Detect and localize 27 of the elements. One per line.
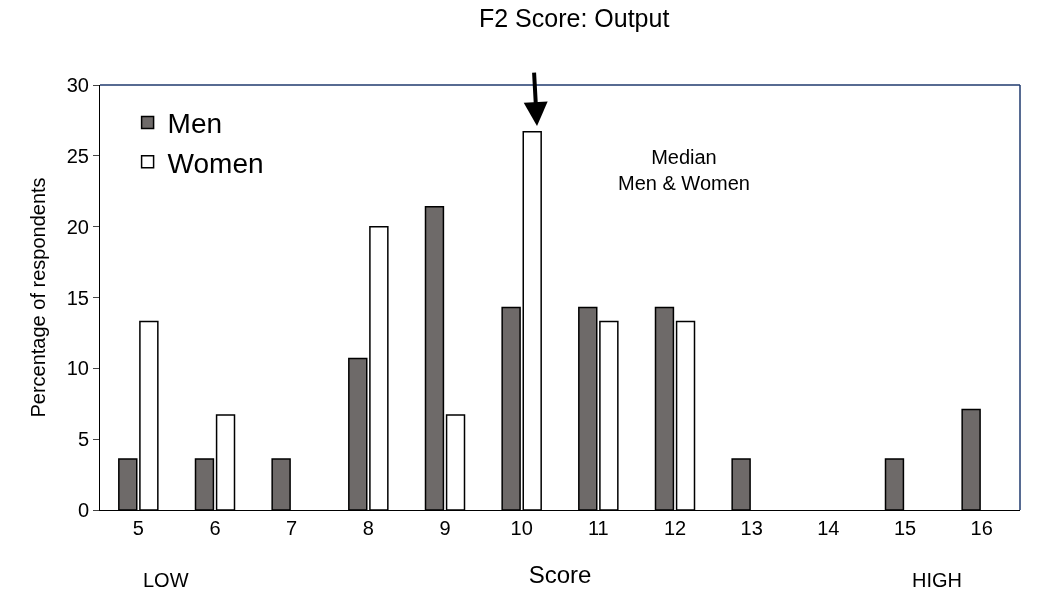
x-tick-label: 10 [510, 517, 533, 539]
x-tick-label: 6 [209, 517, 221, 539]
x-axis-title: Score [528, 561, 592, 589]
x-tick-label: 13 [740, 517, 763, 539]
y-tick-label: 30 [66, 74, 89, 96]
x-tick-label: 14 [817, 517, 840, 539]
x-tick-label: 7 [286, 517, 298, 539]
text: LOW [143, 569, 189, 591]
chart-title: F2 Score: Output [479, 3, 670, 32]
x-tick-label: 12 [663, 517, 687, 539]
y-tick-label: 25 [66, 144, 89, 167]
y-tick-label: 20 [66, 215, 89, 238]
text: HIGH [912, 569, 962, 591]
x-tick-label: 5 [132, 517, 144, 539]
y-axis-title: Percentage of respondents [27, 177, 50, 418]
x-tick-label: 16 [970, 517, 993, 539]
legend-label: Men [167, 108, 223, 140]
annotation: Median Men & Women [618, 146, 750, 194]
y-tick-label: 15 [66, 286, 89, 309]
x-tick-label: 15 [893, 517, 917, 539]
y-tick-label: 10 [66, 357, 89, 380]
legend-label: Women [167, 147, 264, 179]
x-tick-label: 9 [439, 517, 451, 539]
x-tick-label: 8 [362, 517, 374, 539]
y-tick-label: 0 [77, 499, 89, 521]
x-tick-label: 11 [587, 517, 609, 539]
y-tick-label: 5 [77, 428, 89, 451]
